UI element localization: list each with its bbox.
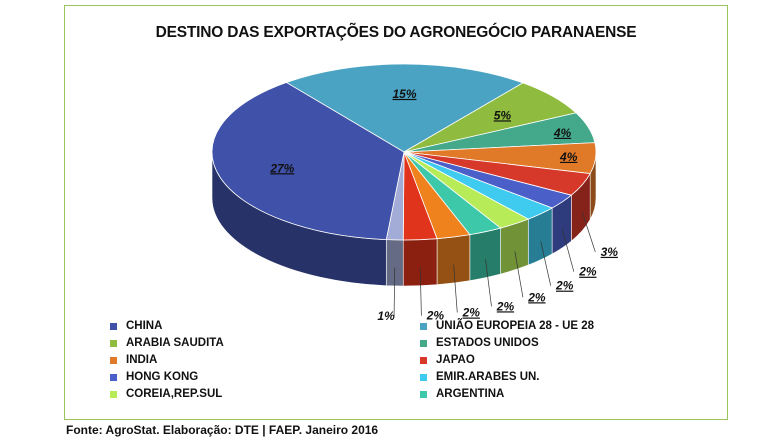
legend-label: HONG KONG (126, 371, 199, 383)
leader-line-4 (581, 212, 596, 252)
legend-item: EMIR.ARABES UN. (420, 371, 540, 383)
legend-swatch (110, 356, 117, 364)
legend-label: ESTADOS UNIDOS (436, 337, 539, 349)
leader-line-10 (419, 267, 422, 316)
legend-swatch (420, 322, 427, 330)
slice-label-2: 4% (553, 126, 572, 140)
legend-label: INDIA (126, 354, 158, 366)
pie-chart: 15% 5% 4% 4% 3% 2% 2% 2% 2% 2% 2% 1% 27% (211, 63, 618, 320)
legend-item: ARABIA SAUDITA (110, 337, 224, 349)
pie-slice-0 (285, 63, 524, 153)
legend-swatch (110, 322, 117, 330)
leader-line-6 (540, 241, 552, 286)
legend-label: ARGENTINA (436, 388, 505, 400)
leader-line-7 (514, 251, 524, 298)
pie-top-faces (211, 63, 597, 241)
pie-side-9 (436, 234, 471, 286)
legend-item: JAPAO (420, 354, 475, 366)
legend-swatch (110, 390, 117, 398)
legend-swatch (420, 373, 427, 381)
leader-line-9 (453, 264, 458, 313)
legend-item: HONG KONG (110, 371, 198, 383)
legend-swatch (420, 356, 427, 364)
slice-label-8: 2% (496, 299, 515, 313)
legend-label: ARABIA SAUDITA (126, 337, 224, 349)
leader-line-5 (561, 229, 575, 272)
slice-label-6: 2% (555, 279, 574, 293)
slice-label-5: 2% (578, 265, 597, 279)
legend-item: CHINA (110, 320, 162, 332)
legend-label: EMIR.ARABES UN. (436, 371, 540, 383)
legend-swatch (110, 339, 117, 347)
slice-label-12: 27% (269, 161, 294, 175)
slice-label-7: 2% (527, 290, 546, 304)
slice-label-4: 3% (601, 245, 619, 259)
slice-label-1: 5% (494, 108, 512, 122)
legend-label: CHINA (126, 320, 163, 332)
legend-swatch (420, 339, 427, 347)
slice-label-10: 2% (426, 309, 445, 320)
legend-item: ESTADOS UNIDOS (420, 337, 539, 349)
slice-label-11: 1% (377, 309, 395, 320)
slice-label-0: 15% (392, 87, 416, 101)
leader-line-11 (393, 267, 396, 316)
pie-labels: 15% 5% 4% 4% 3% 2% 2% 2% 2% 2% 2% 1% 27% (269, 87, 618, 320)
legend-swatch (420, 390, 427, 398)
pie-slice-12 (211, 82, 405, 241)
source-footer: Fonte: AgroStat. Elaboração: DTE | FAEP.… (66, 423, 379, 437)
legend-label: UNIÃO EUROPEIA 28 - UE 28 (436, 320, 595, 332)
legend-label: COREIA,REP.SUL (126, 388, 223, 400)
legend-item: COREIA,REP.SUL (110, 388, 222, 400)
legend-label: JAPAO (436, 354, 475, 366)
chart-title: DESTINO DAS EXPORTAÇÕES DO AGRONEGÓCIO P… (155, 24, 637, 41)
legend-swatch (110, 373, 117, 381)
pie-side-walls (211, 151, 597, 287)
legend-item: INDIA (110, 354, 157, 366)
leader-line-8 (485, 259, 492, 307)
slice-label-3: 4% (559, 150, 578, 164)
legend-item: UNIÃO EUROPEIA 28 - UE 28 (420, 320, 594, 332)
slice-label-9: 2% (462, 306, 481, 320)
legend-item: ARGENTINA (420, 388, 504, 400)
pie-side-8 (469, 227, 501, 282)
